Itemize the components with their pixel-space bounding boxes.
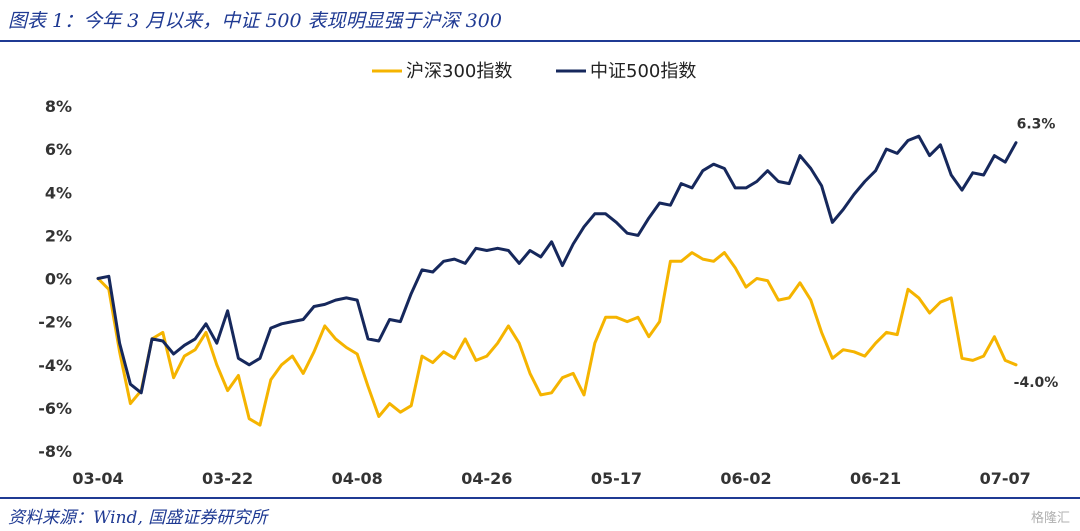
source-note: 资料来源：Wind, 国盛证券研究所 (8, 508, 268, 528)
x-tick-label: 07-07 (980, 469, 1031, 488)
y-tick-label: -2% (38, 313, 72, 332)
end-value-label: -4.0% (1014, 375, 1059, 391)
y-tick-label: 0% (45, 270, 72, 289)
x-tick-label: 06-02 (720, 469, 771, 488)
y-tick-label: 6% (45, 140, 72, 159)
x-tick-label: 04-08 (332, 469, 383, 488)
legend: 沪深300指数 中证500指数 (372, 61, 696, 82)
y-tick-label: 2% (45, 226, 72, 245)
series-line-1 (96, 134, 1018, 395)
y-tick-label: 8% (45, 97, 72, 116)
x-tick-label: 04-26 (461, 469, 512, 488)
series-line-0 (96, 251, 1018, 427)
series-layer (96, 134, 1018, 427)
x-axis: 03-04 03-22 04-08 04-26 05-17 06-02 06-21 07-07 (72, 469, 1030, 488)
title-rule (0, 40, 1080, 42)
y-axis: 8% 6% 4% 2% 0% -2% -4% -6% -8% (38, 97, 72, 461)
end-value-label: 6.3% (1017, 117, 1056, 133)
source-rule (0, 497, 1080, 499)
watermark: 格隆汇 (1030, 511, 1070, 526)
y-tick-label: -8% (38, 442, 72, 461)
x-tick-label: 03-04 (72, 469, 123, 488)
legend-label: 中证500指数 (590, 61, 696, 82)
end-labels: -4.0% 6.3% (1014, 117, 1059, 391)
line-chart: 沪深300指数 中证500指数 8% 6% 4% 2% 0% -2% -4% -6% -8% 03… (38, 61, 1059, 488)
y-tick-label: -4% (38, 356, 72, 375)
legend-label: 沪深300指数 (406, 61, 512, 82)
x-tick-label: 06-21 (850, 469, 901, 488)
y-tick-label: 4% (45, 183, 72, 202)
y-tick-label: -6% (38, 399, 72, 418)
x-tick-label: 03-22 (202, 469, 253, 488)
x-tick-label: 05-17 (591, 469, 642, 488)
figure-title: 图表 1：今年 3 月以来，中证 500 表现明显强于沪深 300 (8, 10, 502, 32)
